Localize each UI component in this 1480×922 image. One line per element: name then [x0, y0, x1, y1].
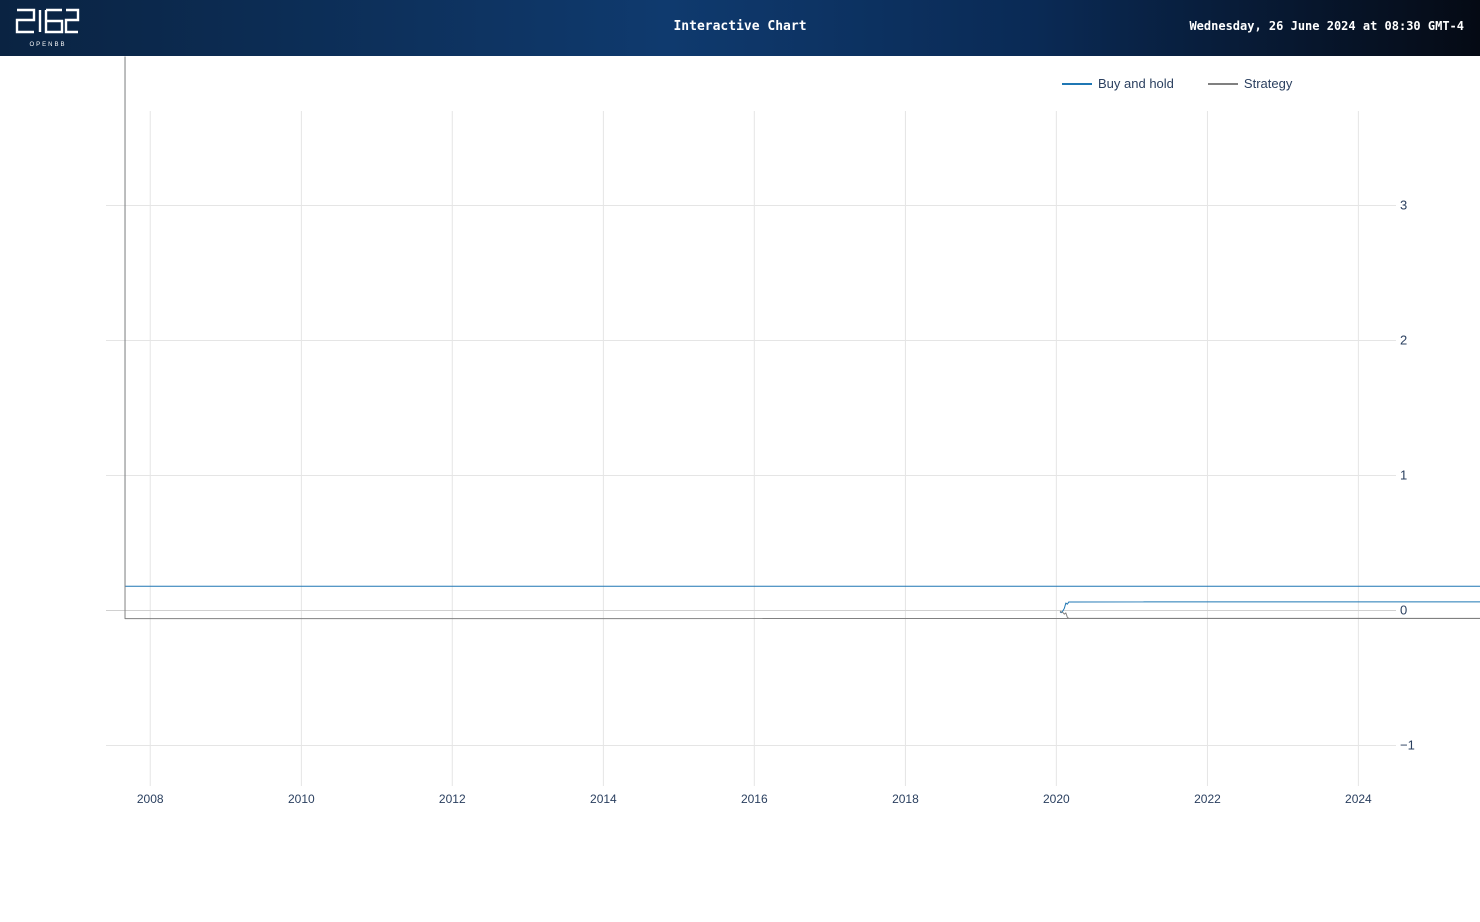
x-axis-ticks: 2008 2010 2012 2014 2016 2018 2020 2022 2024 — [137, 792, 1372, 806]
datetime-label: Wednesday, 26 June 2024 at 08:30 GMT-4 — [1189, 19, 1464, 33]
legend-item-buy-and-hold[interactable]: Buy and hold — [1062, 76, 1174, 91]
header-bar: OPENBB Interactive Chart Wednesday, 26 J… — [0, 0, 1480, 56]
x-tick-label: 2010 — [288, 792, 315, 806]
series-line-buy-and-hold — [124, 56, 1480, 614]
y-tick-label: 2 — [1400, 333, 1407, 348]
x-tick-label: 2024 — [1345, 792, 1372, 806]
y-tick-label: 1 — [1400, 468, 1407, 483]
legend-item-strategy[interactable]: Strategy — [1207, 76, 1293, 91]
legend-swatch-strategy — [1207, 82, 1238, 85]
y-tick-label: −1 — [1400, 738, 1415, 753]
legend-label-buy-and-hold: Buy and hold — [1098, 76, 1174, 91]
legend-label-strategy: Strategy — [1243, 76, 1293, 91]
line-chart[interactable]: 2008 2010 2012 2014 2016 2018 2020 2022 2024 −1 0… — [0, 56, 1480, 917]
logo-text: OPENBB — [29, 42, 66, 48]
x-tick-label: 2016 — [741, 792, 768, 806]
series-line-strategy — [124, 56, 1480, 620]
series-lines — [124, 56, 1480, 620]
y-tick-label: 3 — [1400, 198, 1407, 213]
chart-legend: Buy and hold Strategy — [1062, 76, 1292, 91]
x-tick-label: 2022 — [1194, 792, 1221, 806]
grid-lines — [106, 111, 1396, 786]
x-tick-label: 2012 — [439, 792, 466, 806]
x-tick-label: 2020 — [1043, 792, 1070, 806]
y-axis-ticks: −1 0 1 2 3 — [1400, 198, 1415, 753]
y-tick-label: 0 — [1400, 603, 1407, 618]
legend-swatch-buy-and-hold — [1062, 82, 1092, 85]
openbb-logo-icon[interactable]: OPENBB — [14, 6, 84, 50]
x-tick-label: 2014 — [590, 792, 617, 806]
chart-area[interactable]: Buy and hold Strategy 2008 2010 2012 2014 20… — [0, 56, 1480, 917]
x-tick-label: 2008 — [137, 792, 164, 806]
x-tick-label: 2018 — [892, 792, 919, 806]
